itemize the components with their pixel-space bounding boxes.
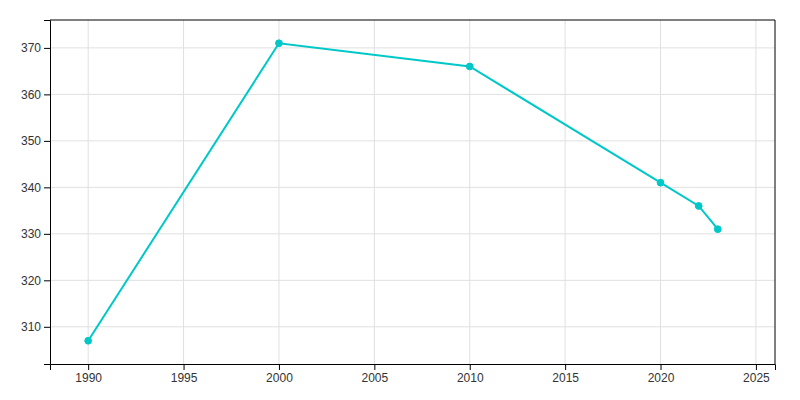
chart-container: 1990 1995 2000 2005 2010 2015 2020 2025 310 320 33… bbox=[0, 0, 800, 400]
x-tick-label: 2010 bbox=[457, 371, 484, 385]
x-tick: 2020 bbox=[648, 364, 675, 385]
y-tick-label: 330 bbox=[21, 227, 41, 241]
y-tick-label: 360 bbox=[21, 88, 41, 102]
y-tick: 340 bbox=[21, 181, 50, 195]
marker bbox=[466, 63, 473, 70]
x-tick: 2025 bbox=[743, 364, 770, 385]
y-tick-mark bbox=[44, 280, 50, 281]
x-grid-line bbox=[278, 20, 279, 364]
x-tick-mark bbox=[184, 364, 185, 370]
x-tick: 2005 bbox=[361, 364, 388, 385]
marker bbox=[714, 226, 721, 233]
plot-frame bbox=[50, 20, 775, 21]
y-tick: 360 bbox=[21, 88, 50, 102]
x-tick-label: 2000 bbox=[266, 371, 293, 385]
x-tick: 2000 bbox=[266, 364, 293, 385]
x-tick-mark bbox=[88, 364, 89, 370]
x-grid-line bbox=[660, 20, 661, 364]
y-grid-line bbox=[50, 326, 775, 327]
y-tick: 350 bbox=[21, 134, 50, 148]
x-tick: 2010 bbox=[457, 364, 484, 385]
x-tick-label: 1995 bbox=[171, 371, 198, 385]
x-grid-line bbox=[565, 20, 566, 364]
y-tick: 310 bbox=[21, 320, 50, 334]
x-tick-label: 2005 bbox=[361, 371, 388, 385]
plot-frame bbox=[775, 20, 776, 364]
y-tick: 320 bbox=[21, 274, 50, 288]
x-tick: 1990 bbox=[75, 364, 102, 385]
y-tick-mark bbox=[44, 141, 50, 142]
y-axis-line bbox=[44, 21, 51, 365]
x-tick-label: 2025 bbox=[743, 371, 770, 385]
x-tick: 2015 bbox=[552, 364, 579, 385]
y-grid-line bbox=[50, 233, 775, 234]
marker bbox=[657, 179, 664, 186]
x-tick-mark bbox=[470, 364, 471, 370]
grid bbox=[50, 20, 775, 364]
y-tick-label: 350 bbox=[21, 134, 41, 148]
y-tick: 370 bbox=[21, 41, 50, 55]
y-grid-line bbox=[50, 140, 775, 141]
chart-svg: 1990 1995 2000 2005 2010 2015 2020 2025 310 320 33… bbox=[0, 0, 800, 400]
x-grid-line bbox=[469, 20, 470, 364]
x-tick: 1995 bbox=[171, 364, 198, 385]
y-tick-mark bbox=[44, 234, 50, 235]
y-tick-mark bbox=[44, 94, 50, 95]
y-tick-mark bbox=[44, 48, 50, 49]
x-tick-mark bbox=[565, 364, 566, 370]
x-tick-label: 2020 bbox=[648, 371, 675, 385]
y-tick-label: 320 bbox=[21, 274, 41, 288]
y-grid-line bbox=[50, 94, 775, 95]
y-grid-line bbox=[50, 47, 775, 48]
x-tick-mark bbox=[756, 364, 757, 370]
line bbox=[88, 43, 718, 341]
y-tick-label: 340 bbox=[21, 181, 41, 195]
plot: 1990 1995 2000 2005 2010 2015 2020 2025 310 320 33… bbox=[21, 20, 776, 385]
x-tick-mark bbox=[661, 364, 662, 370]
y-tick-mark bbox=[44, 187, 50, 188]
x-grid-line bbox=[374, 20, 375, 364]
x-tick-mark bbox=[374, 364, 375, 370]
x-axis-line bbox=[51, 365, 776, 371]
x-tick-label: 2015 bbox=[552, 371, 579, 385]
y-axis: 310 320 330 340 350 360 370 bbox=[21, 21, 51, 365]
x-grid-line bbox=[755, 20, 756, 364]
marker bbox=[85, 337, 92, 344]
marker bbox=[276, 40, 283, 47]
marker bbox=[695, 203, 702, 210]
y-grid-line bbox=[50, 280, 775, 281]
x-tick-label: 1990 bbox=[75, 371, 102, 385]
y-tick: 330 bbox=[21, 227, 50, 241]
y-tick-mark bbox=[44, 327, 50, 328]
marks bbox=[85, 40, 721, 344]
x-grid-line bbox=[88, 20, 89, 364]
y-tick-label: 310 bbox=[21, 320, 41, 334]
x-tick-mark bbox=[279, 364, 280, 370]
y-tick-label: 370 bbox=[21, 41, 41, 55]
x-axis: 1990 1995 2000 2005 2010 2015 2020 2025 bbox=[51, 364, 776, 385]
